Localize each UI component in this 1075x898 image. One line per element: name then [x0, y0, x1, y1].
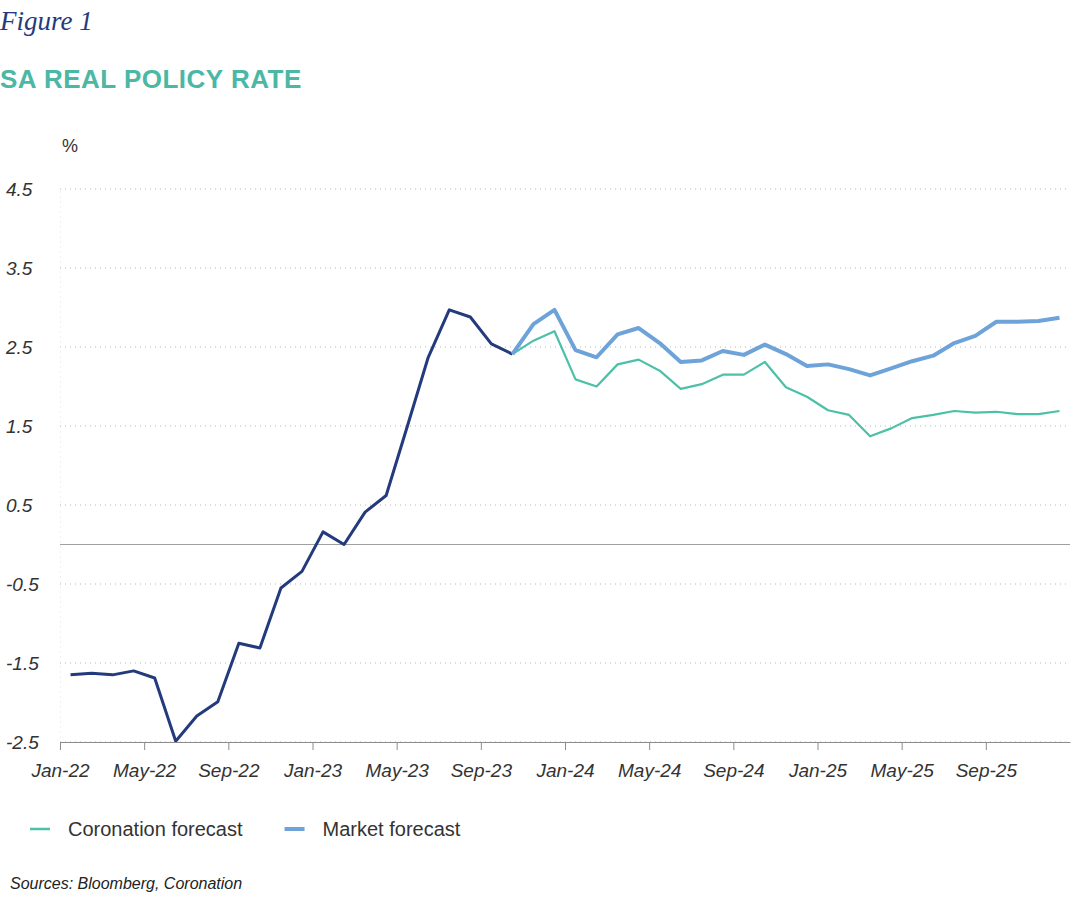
x-tick-label: Sep-24: [703, 760, 764, 781]
x-tick-label: May-24: [618, 760, 681, 781]
x-tick-label: May-22: [113, 760, 177, 781]
x-tick-mark: [144, 742, 145, 750]
x-tick-mark: [986, 742, 987, 750]
y-tick-label: -2.5: [6, 732, 39, 753]
caption: Figure 1: [0, 6, 93, 36]
x-tick-label: May-23: [365, 760, 429, 781]
x-tick-label: Jan-23: [283, 760, 343, 781]
x-tick-mark: [313, 742, 314, 750]
x-tick: Sep-23: [451, 742, 513, 781]
series-line: [512, 331, 1059, 436]
x-tick: Jan-23: [283, 742, 343, 781]
grid-line: [60, 505, 1070, 506]
x-tick-mark: [818, 742, 819, 750]
x-tick: Sep-24: [703, 742, 764, 781]
legend-swatch: [285, 827, 305, 831]
x-tick-mark: [60, 742, 61, 750]
grid: [60, 189, 1070, 742]
y-tick: 4.5: [6, 179, 60, 200]
legend-swatch: [30, 828, 50, 831]
y-tick-label: 0.5: [6, 495, 33, 516]
grid-line: [60, 347, 1070, 348]
y-tick: -2.5: [6, 732, 60, 753]
y-axis: -2.5 -1.5 -0.5 0.5 1.5 2.5 3.5 4.5: [5, 179, 61, 753]
x-tick-label: Sep-23: [451, 760, 513, 781]
y-tick: 3.5: [6, 258, 60, 279]
x-tick-mark: [565, 742, 566, 750]
x-tick: Jan-25: [788, 742, 848, 781]
series-line: [71, 310, 513, 741]
x-tick-label: Jan-25: [788, 760, 848, 781]
x-tick-mark: [481, 742, 482, 750]
y-tick-label: 3.5: [6, 258, 33, 279]
legend-label: Coronation forecast: [68, 818, 243, 840]
x-tick-label: Sep-25: [956, 760, 1018, 781]
y-tick: 2.5: [5, 337, 60, 358]
x-tick: Jan-22: [30, 742, 90, 781]
x-tick-mark: [902, 742, 903, 750]
y-tick: 1.5: [6, 416, 60, 437]
grid-line: [60, 663, 1070, 664]
y-axis-line: [60, 190, 61, 743]
x-tick-mark: [397, 742, 398, 750]
grid-line: [60, 426, 1070, 427]
plot-area: [71, 310, 1060, 741]
x-tick-mark: [649, 742, 650, 750]
x-tick: Sep-22: [198, 742, 260, 781]
y-tick: -0.5: [6, 574, 60, 595]
x-tick: Jan-24: [535, 742, 594, 781]
grid-line: [60, 268, 1070, 269]
y-tick-label: 2.5: [5, 337, 33, 358]
legend-label: Market forecast: [323, 818, 461, 840]
x-tick: Sep-25: [956, 742, 1018, 781]
legend: Coronation forecast Market forecast: [30, 818, 461, 840]
zero-line: [60, 544, 1070, 545]
chart: Figure 1 SA REAL POLICY RATE% -2.5 -1.5 -0.5…: [0, 0, 1075, 898]
series-line: [512, 310, 1059, 376]
x-tick-label: May-25: [870, 760, 934, 781]
y-tick-label: -0.5: [6, 574, 39, 595]
y-axis-label: %: [62, 136, 78, 156]
grid-line: [60, 189, 1070, 190]
x-tick: May-24: [618, 742, 681, 781]
x-tick: May-23: [365, 742, 429, 781]
y-tick: -1.5: [6, 653, 60, 674]
y-tick-label: -1.5: [6, 653, 39, 674]
x-tick-label: Jan-24: [535, 760, 594, 781]
y-tick: 0.5: [6, 495, 60, 516]
x-tick: May-22: [113, 742, 177, 781]
x-tick-mark: [733, 742, 734, 750]
x-tick: May-25: [870, 742, 934, 781]
x-tick-mark: [228, 742, 229, 750]
y-tick-label: 4.5: [6, 179, 33, 200]
source: Sources: Bloomberg, Coronation: [10, 875, 242, 892]
x-axis: Jan-22 May-22 Sep-22 Jan-23 May-23 Sep-23 Jan-…: [30, 742, 1070, 781]
title: SA REAL POLICY RATE: [0, 64, 302, 94]
y-tick-label: 1.5: [6, 416, 33, 437]
x-tick-label: Jan-22: [30, 760, 90, 781]
x-tick-label: Sep-22: [198, 760, 260, 781]
grid-line: [60, 584, 1070, 585]
